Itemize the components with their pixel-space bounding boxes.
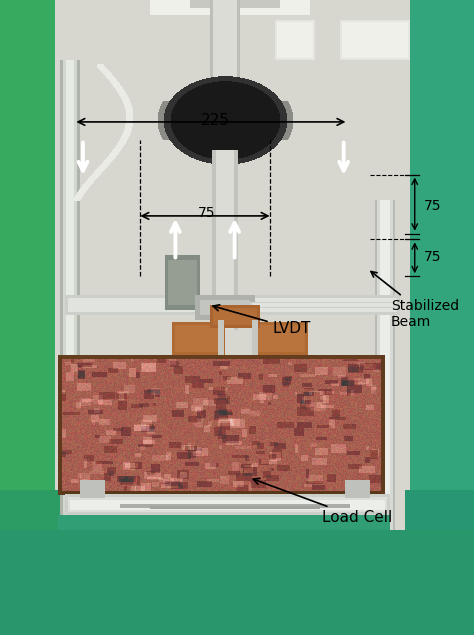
- Text: 225: 225: [201, 113, 230, 128]
- Text: 75: 75: [198, 206, 215, 220]
- Text: LVDT: LVDT: [213, 305, 311, 336]
- Text: 75: 75: [424, 199, 442, 213]
- Text: Load Cell: Load Cell: [253, 478, 392, 525]
- Text: Stabilized
Beam: Stabilized Beam: [371, 272, 459, 330]
- Text: 75: 75: [424, 250, 442, 264]
